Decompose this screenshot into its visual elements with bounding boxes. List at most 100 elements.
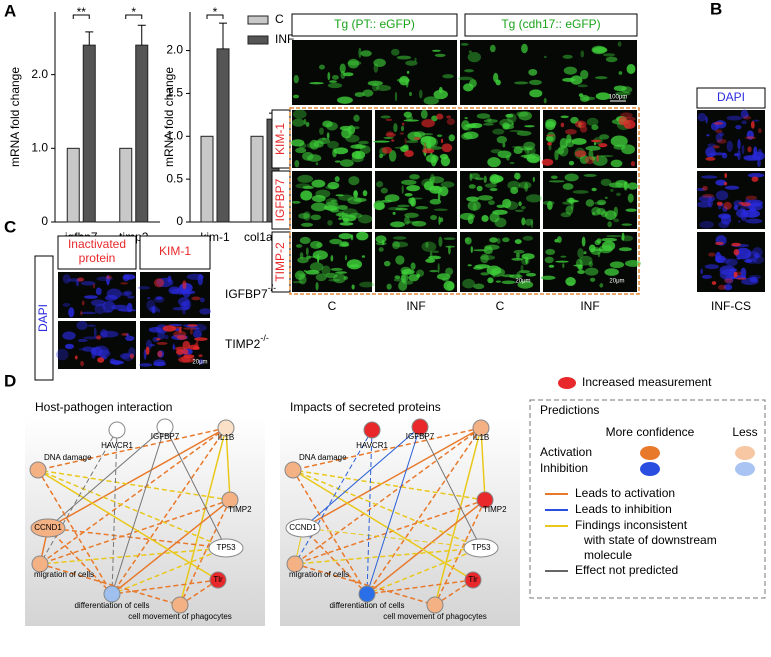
- legend-swatch: [247, 15, 269, 25]
- network-edge: [419, 426, 482, 549]
- micrograph-signal: [464, 116, 468, 120]
- micrograph-signal: [434, 53, 446, 57]
- micrograph-signal: [380, 187, 388, 194]
- micrograph-signal: [618, 247, 632, 252]
- micrograph-signal: [310, 214, 321, 221]
- legend-label: Findings inconsistent: [575, 518, 688, 532]
- micrograph-signal: [362, 190, 368, 197]
- micrograph-signal: [339, 125, 352, 131]
- micrograph-signal: [80, 281, 96, 286]
- network-edge: [294, 563, 436, 606]
- network-edge: [225, 427, 231, 501]
- micrograph-signal: [404, 216, 410, 225]
- micrograph-signal: [564, 128, 577, 135]
- micrograph-signal: [396, 55, 412, 60]
- micrograph-signal: [121, 291, 130, 297]
- micrograph: [292, 231, 375, 292]
- bar: [66, 147, 80, 223]
- micrograph-signal: [583, 251, 587, 255]
- micrograph-signal: [723, 284, 733, 291]
- micrograph-signal: [149, 305, 159, 313]
- micrograph-signal: [584, 267, 599, 276]
- micrograph-signal: [402, 144, 409, 149]
- micrograph-signal: [119, 353, 130, 359]
- micrograph-signal: [292, 280, 304, 284]
- micrograph-signal: [192, 346, 200, 351]
- micrograph-signal: [502, 198, 512, 209]
- bar: [250, 135, 264, 223]
- micrograph-signal: [299, 236, 311, 245]
- micrograph-signal: [172, 306, 190, 311]
- micrograph-signal: [701, 274, 713, 279]
- micrograph-signal: [303, 118, 307, 125]
- micrograph-signal: [588, 149, 594, 161]
- micrograph-signal: [353, 126, 360, 130]
- micrograph-signal: [615, 91, 631, 96]
- micrograph-signal: [309, 82, 324, 85]
- micrograph-signal: [715, 129, 723, 134]
- micrograph-signal: [391, 139, 395, 142]
- micrograph-signal: [350, 234, 354, 241]
- micrograph-signal: [198, 354, 203, 358]
- micrograph-signal: [590, 247, 602, 255]
- micrograph-signal: [489, 212, 500, 223]
- micrograph-signal: [156, 338, 161, 341]
- micrograph-signal: [124, 290, 133, 296]
- micrograph-signal: [182, 280, 187, 290]
- micrograph-signal: [106, 274, 110, 286]
- micrograph-signal: [757, 158, 761, 167]
- micrograph-signal: [62, 274, 71, 284]
- micrograph-signal: [152, 336, 160, 343]
- micrograph-signal: [190, 329, 193, 335]
- micrograph-signal: [476, 113, 491, 119]
- micrograph-signal: [473, 249, 488, 252]
- micrograph-signal: [736, 257, 741, 260]
- micrograph-signal: [176, 335, 188, 340]
- network-edge: [366, 429, 373, 595]
- micrograph-signal: [437, 191, 441, 201]
- network-node: [30, 518, 66, 538]
- network-node: [358, 585, 376, 603]
- network-edge: [111, 429, 118, 595]
- network-edge: [302, 426, 421, 529]
- micrograph: [460, 232, 540, 292]
- column-label: INF-CS: [711, 299, 751, 313]
- scale-bar-label: 20μm: [192, 360, 207, 366]
- micrograph-signal: [594, 201, 606, 205]
- micrograph-signal: [195, 327, 200, 330]
- network-node: [209, 571, 227, 589]
- micrograph-signal: [547, 141, 552, 146]
- micrograph-signal: [579, 94, 590, 102]
- micrograph-signal: [745, 195, 758, 200]
- network-edge: [111, 499, 231, 595]
- micrograph-signal: [750, 121, 755, 129]
- micrograph-signal: [395, 207, 408, 211]
- micrograph-signal: [392, 241, 401, 250]
- micrograph-signal: [438, 236, 443, 247]
- network-edge: [37, 469, 227, 549]
- micrograph-signal: [513, 146, 523, 155]
- micrograph-signal: [566, 134, 572, 144]
- micrograph-signal: [483, 175, 487, 184]
- micrograph-signal: [577, 84, 588, 88]
- micrograph-signal: [492, 128, 505, 135]
- micrograph-signal: [476, 185, 483, 192]
- micrograph-signal: [460, 42, 469, 46]
- micrograph-bg: [292, 40, 457, 105]
- micrograph-signal: [401, 122, 405, 126]
- micrograph-signal: [580, 69, 589, 80]
- micrograph-signal: [446, 118, 455, 125]
- micrograph-signal: [509, 129, 524, 133]
- micrograph-signal: [442, 74, 454, 79]
- micrograph-signal: [604, 268, 619, 276]
- micrograph-signal: [712, 145, 720, 149]
- micrograph-signal: [183, 349, 189, 355]
- micrograph-signal: [182, 340, 191, 350]
- network-edge: [47, 427, 227, 529]
- micrograph-signal: [300, 222, 314, 227]
- node-label: differentiation of cells: [329, 601, 404, 610]
- network-title: Impacts of secreted proteins: [290, 400, 441, 414]
- micrograph-signal: [404, 150, 414, 158]
- micrograph-signal: [627, 182, 638, 190]
- micrograph-signal: [558, 144, 569, 157]
